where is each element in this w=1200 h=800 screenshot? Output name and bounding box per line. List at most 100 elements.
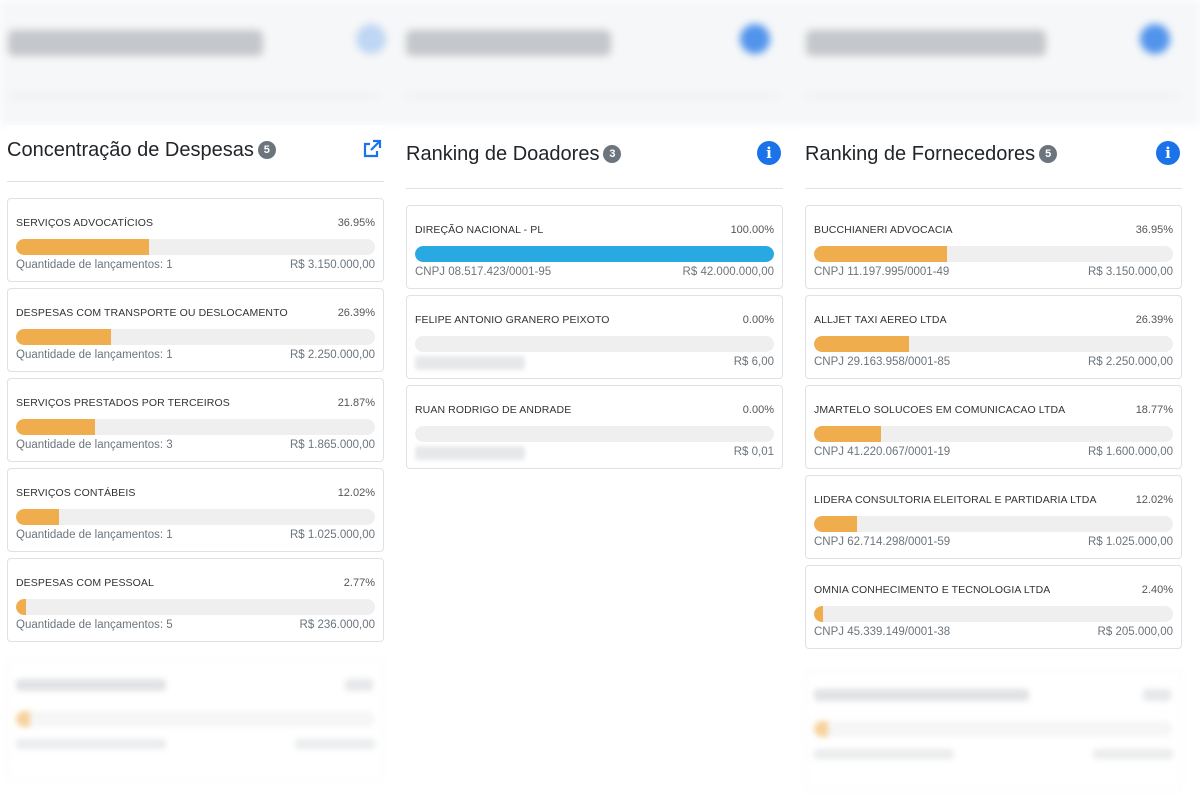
ranking-card[interactable]: RUAN RODRIGO DE ANDRADE 0.00% R$ 0,01 [406,385,783,469]
card-header: DESPESAS COM TRANSPORTE OU DESLOCAMENTO 2… [16,303,375,323]
card-footer: CNPJ 45.339.149/0001-38 R$ 205.000,00 [814,626,1173,638]
item-name: JMARTELO SOLUCOES EM COMUNICACAO LTDA [814,404,1066,416]
progress-bar [814,606,1173,622]
progress-bar-fill [16,509,60,525]
card-footer: CNPJ 08.517.423/0001-95 R$ 42.000.000,00 [415,266,774,278]
ranking-card[interactable]: SERVIÇOS PRESTADOS POR TERCEIROS 21.87% Qu… [7,378,384,462]
item-name: RUAN RODRIGO DE ANDRADE [415,404,572,416]
item-percentage: 2.40% [1141,584,1173,596]
card-footer: Quantidade de lançamentos: 1 R$ 2.250.000… [16,349,375,361]
blurred-background-top [0,0,1200,125]
info-icon[interactable]: i [757,141,781,165]
item-info: CNPJ 45.339.149/0001-38 [814,626,951,638]
divider [406,188,783,189]
card-footer: Quantidade de lançamentos: 3 R$ 1.865.000… [16,439,375,451]
item-name: DIREÇÃO NACIONAL - PL [415,224,544,236]
card-header: BUCCHIANERI ADVOCACIA 36.95% [814,220,1173,240]
card-header: RUAN RODRIGO DE ANDRADE 0.00% [415,400,774,420]
progress-bar-fill [814,426,882,442]
card-header: LIDERA CONSULTORIA ELEITORAL E PARTIDARI… [814,490,1173,510]
count-badge: 5 [1039,144,1058,163]
item-name: FELIPE ANTONIO GRANERO PEIXOTO [415,314,610,326]
ranking-card[interactable]: FELIPE ANTONIO GRANERO PEIXOTO 0.00% R$ 6,… [406,295,783,379]
card-footer: Quantidade de lançamentos: 1 R$ 1.025.000… [16,529,375,541]
divider [7,181,384,182]
item-name: DESPESAS COM PESSOAL [16,577,154,589]
progress-bar [814,516,1173,532]
despesas-list: SERVIÇOS ADVOCATÍCIOS 36.95% Quantidade de… [7,198,384,642]
progress-bar-fill [814,516,858,532]
external-link-icon[interactable] [362,139,382,164]
ranking-card[interactable]: SERVIÇOS CONTÁBEIS 12.02% Quantidade de la… [7,468,384,552]
progress-bar [415,336,774,352]
item-name: BUCCHIANERI ADVOCACIA [814,224,953,236]
progress-bar-fill [16,239,149,255]
item-percentage: 36.95% [337,217,375,229]
item-value: R$ 3.150.000,00 [1087,266,1173,278]
item-value: R$ 42.000.000,00 [682,266,774,278]
item-percentage: 2.77% [343,577,375,589]
item-value: R$ 1.865.000,00 [289,439,375,451]
item-info: CNPJ 08.517.423/0001-95 [415,266,552,278]
card-header: DIREÇÃO NACIONAL - PL 100.00% [415,220,774,240]
item-name: OMNIA CONHECIMENTO E TECNOLOGIA LTDA [814,584,1051,596]
item-info: CNPJ 29.163.958/0001-85 [814,356,951,368]
item-percentage: 18.77% [1135,404,1173,416]
ranking-card[interactable]: DIREÇÃO NACIONAL - PL 100.00% CNPJ 08.517.… [406,205,783,289]
progress-bar-fill [16,599,26,615]
count-badge: 5 [257,140,276,159]
progress-bar [814,246,1173,262]
progress-bar-fill [814,336,909,352]
item-percentage: 26.39% [1135,314,1173,326]
item-percentage: 36.95% [1135,224,1173,236]
item-percentage: 21.87% [337,397,375,409]
progress-bar [16,599,375,615]
item-value: R$ 236.000,00 [299,619,375,631]
progress-bar [814,336,1173,352]
card-footer: CNPJ 29.163.958/0001-85 R$ 2.250.000,00 [814,356,1173,368]
item-info: Quantidade de lançamentos: 1 [16,349,173,361]
item-value: R$ 1.025.000,00 [1087,536,1173,548]
item-name: LIDERA CONSULTORIA ELEITORAL E PARTIDARI… [814,494,1097,506]
card-footer: CNPJ 11.197.995/0001-49 R$ 3.150.000,00 [814,266,1173,278]
item-percentage: 0.00% [742,404,774,416]
progress-bar [814,426,1173,442]
card-header: ALLJET TAXI AEREO LTDA 26.39% [814,310,1173,330]
count-badge: 3 [603,144,622,163]
ranking-card[interactable]: DESPESAS COM PESSOAL 2.77% Quantidade de l… [7,558,384,642]
fornecedores-panel: Ranking de Fornecedores 5 i BUCCHIANERI A… [805,129,1182,655]
card-header: OMNIA CONHECIMENTO E TECNOLOGIA LTDA 2.40… [814,580,1173,600]
card-header: SERVIÇOS ADVOCATÍCIOS 36.95% [16,213,375,233]
ranking-card[interactable]: JMARTELO SOLUCOES EM COMUNICACAO LTDA 18.… [805,385,1182,469]
card-header: JMARTELO SOLUCOES EM COMUNICACAO LTDA 18.… [814,400,1173,420]
doadores-header: Ranking de Doadores 3 i [406,129,783,188]
card-footer: CNPJ 41.220.067/0001-19 R$ 1.600.000,00 [814,446,1173,458]
progress-bar-fill [16,329,111,345]
despesas-panel: Concentração de Despesas 5 SERVIÇOS ADVOC… [7,125,384,648]
card-header: DESPESAS COM PESSOAL 2.77% [16,573,375,593]
ranking-card[interactable]: LIDERA CONSULTORIA ELEITORAL E PARTIDARI… [805,475,1182,559]
item-info: Quantidade de lançamentos: 1 [16,529,173,541]
item-info: Quantidade de lançamentos: 1 [16,259,173,271]
card-footer: R$ 0,01 [415,446,774,460]
doadores-panel: Ranking de Doadores 3 i DIREÇÃO NACIONAL … [406,129,783,475]
item-percentage: 100.00% [730,224,774,236]
item-value: R$ 0,01 [733,446,774,458]
ranking-card[interactable]: ALLJET TAXI AEREO LTDA 26.39% CNPJ 29.163.… [805,295,1182,379]
card-header: FELIPE ANTONIO GRANERO PEIXOTO 0.00% [415,310,774,330]
despesas-header: Concentração de Despesas 5 [7,125,384,181]
ranking-card[interactable]: DESPESAS COM TRANSPORTE OU DESLOCAMENTO 2… [7,288,384,372]
info-icon[interactable]: i [1156,141,1180,165]
card-header: SERVIÇOS CONTÁBEIS 12.02% [16,483,375,503]
redacted-info [415,446,525,460]
card-footer: Quantidade de lançamentos: 1 R$ 3.150.000… [16,259,375,271]
fornecedores-header: Ranking de Fornecedores 5 i [805,129,1182,188]
ranking-card[interactable]: SERVIÇOS ADVOCATÍCIOS 36.95% Quantidade de… [7,198,384,282]
ranking-card[interactable]: OMNIA CONHECIMENTO E TECNOLOGIA LTDA 2.40… [805,565,1182,649]
ranking-card[interactable]: BUCCHIANERI ADVOCACIA 36.95% CNPJ 11.197.9… [805,205,1182,289]
progress-bar-fill [814,246,947,262]
fornecedores-list: BUCCHIANERI ADVOCACIA 36.95% CNPJ 11.197.9… [805,205,1182,649]
progress-bar [16,329,375,345]
doadores-title: Ranking de Doadores 3 [406,143,622,166]
redacted-info [415,356,525,370]
